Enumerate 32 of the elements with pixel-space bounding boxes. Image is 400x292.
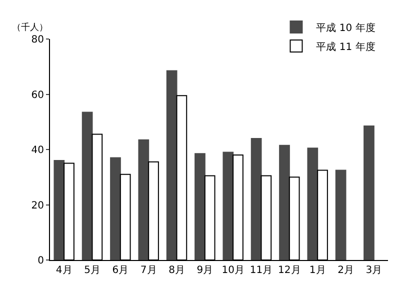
x-tick-label: 10月: [222, 265, 244, 276]
x-tick-label: 9月: [196, 265, 214, 276]
bar: [166, 70, 178, 260]
bar: [279, 144, 290, 260]
bar: [222, 152, 234, 260]
y-tick-label: 0: [38, 256, 44, 266]
x-tick-label: 11月: [250, 265, 273, 276]
y-tick-label: 40: [31, 145, 44, 156]
x-tick-label: 4月: [56, 265, 72, 276]
bar: [82, 112, 93, 260]
x-tick-label: 2月: [338, 265, 354, 276]
y-tick-label: 80: [31, 34, 44, 46]
x-tick-label: 1月: [309, 265, 326, 276]
bar: [307, 148, 318, 260]
bar: [138, 139, 150, 260]
y-tick-label: 20: [31, 200, 44, 212]
y-tick-label: 60: [31, 90, 44, 101]
bar: [194, 153, 206, 260]
legend-label: 平成 10 年度: [316, 22, 376, 34]
bar: [250, 138, 262, 260]
x-tick-label: 7月: [140, 265, 157, 276]
x-tick-label: 8月: [168, 265, 185, 276]
legend-label: 平成 11 年度: [316, 40, 376, 53]
x-tick-label: 6月: [112, 265, 129, 276]
y-axis-title: （千人）: [12, 22, 48, 33]
bar: [110, 157, 121, 260]
x-tick-label: 5月: [84, 265, 100, 276]
bar: [335, 170, 346, 260]
bar: [54, 160, 65, 260]
x-tick-label: 12月: [278, 265, 301, 276]
x-tick-label: 3月: [366, 265, 382, 276]
bar: [364, 126, 374, 260]
